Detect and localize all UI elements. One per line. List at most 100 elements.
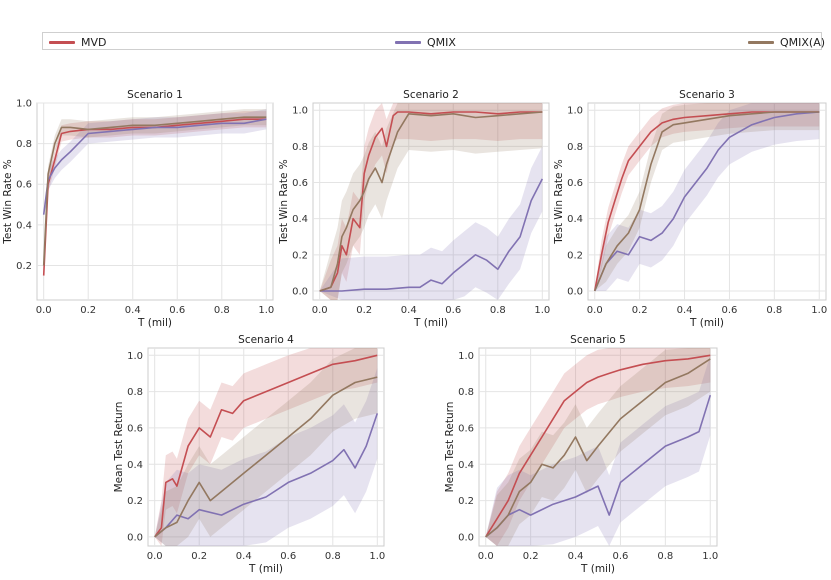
- y-tick-label: 0.0: [567, 286, 583, 297]
- x-axis-label: T (mil): [580, 563, 615, 575]
- x-tick-label: 0.0: [478, 551, 494, 562]
- x-tick-label: 0.2: [80, 305, 96, 316]
- y-tick-label: 0.6: [127, 423, 143, 434]
- panel-2: 0.0 0.2 0.4 0.6 0.8 1.0 0.0 0.2 0.4 0.6 0.8 1.0 Scen…: [278, 89, 550, 329]
- plot-area: [36, 102, 274, 301]
- y-axis-label: Mean Test Return: [113, 402, 125, 493]
- x-tick-label: 0.0: [587, 305, 603, 316]
- x-tick-label: 0.8: [325, 551, 341, 562]
- y-tick-label: 0.2: [567, 250, 583, 261]
- band-mvd: [319, 103, 543, 300]
- series-line-qmix: [485, 394, 712, 538]
- band-qmix: [154, 368, 378, 546]
- panel-4: 0.0 0.2 0.4 0.6 0.8 1.0 0.0 0.2 0.4 0.6 0.8 1.0 Scen…: [113, 334, 385, 575]
- x-axis-label: T (mil): [413, 317, 448, 329]
- x-tick-label: 1.0: [258, 305, 274, 316]
- x-tick-label: 0.2: [356, 305, 372, 316]
- band-mvd: [594, 103, 820, 291]
- x-axis-label: T (mil): [689, 317, 724, 329]
- y-tick-label: 0.6: [16, 180, 32, 191]
- series-line-qmix-a: [593, 111, 820, 292]
- legend-label-qmix: QMIX: [427, 35, 456, 49]
- x-tick-label: 0.8: [214, 305, 230, 316]
- band-qmix: [594, 103, 820, 291]
- legend-label-qmix-a: QMIX(A): [780, 35, 826, 49]
- x-tick-label: 0.6: [612, 551, 628, 562]
- y-tick-label: 0.6: [567, 178, 583, 189]
- x-axis-label: T (mil): [248, 563, 283, 575]
- band-qmix-a: [319, 103, 543, 300]
- y-axis-label: Mean Test Return: [444, 402, 456, 493]
- y-tick-label: 0.4: [16, 220, 32, 231]
- legend-line-mvd: [49, 40, 75, 44]
- panel-title: Scenario 3: [679, 89, 735, 101]
- plot-area: [312, 102, 550, 301]
- series-line-qmix-a: [319, 111, 543, 292]
- series-line-qmix: [319, 178, 544, 292]
- band-qmix-a: [154, 348, 378, 546]
- x-tick-label: 0.0: [36, 305, 52, 316]
- y-tick-label: 0.2: [292, 250, 308, 261]
- legend: MVD QMIX QMIX(A): [42, 32, 825, 50]
- x-tick-label: 1.0: [369, 551, 385, 562]
- band-qmix: [319, 146, 543, 300]
- series-line-mvd: [485, 354, 711, 538]
- band-qmix-a: [594, 103, 820, 291]
- band-qmix: [43, 109, 267, 215]
- panel-title: Scenario 2: [403, 89, 459, 101]
- legend-label-mvd: MVD: [81, 35, 107, 49]
- x-tick-label: 0.4: [125, 305, 141, 316]
- y-tick-label: 0.4: [292, 214, 308, 225]
- x-tick-label: 0.4: [568, 551, 584, 562]
- y-tick-label: 0.8: [292, 142, 308, 153]
- band-qmix: [485, 355, 711, 546]
- y-tick-label: 0.8: [567, 142, 583, 153]
- x-tick-label: 0.4: [236, 551, 252, 562]
- y-tick-label: 0.6: [292, 178, 308, 189]
- x-tick-label: 0.0: [147, 551, 163, 562]
- panel-1: 0.2 0.4 0.6 0.8 1.0 0.0 0.2 0.4 0.6 0.8 1.0 Scenari…: [2, 89, 274, 329]
- series-line-qmix: [42, 118, 267, 215]
- series-line-qmix-a: [154, 376, 378, 538]
- legend-item-qmix: QMIX: [395, 34, 456, 50]
- y-tick-label: 0.0: [127, 532, 143, 543]
- x-tick-label: 0.6: [445, 305, 461, 316]
- series-line-mvd: [319, 111, 543, 292]
- y-tick-label: 1.0: [567, 106, 583, 117]
- x-tick-label: 0.0: [312, 305, 328, 316]
- legend-item-qmix-a: QMIX(A): [748, 34, 825, 50]
- x-tick-label: 0.4: [401, 305, 417, 316]
- panel-5: 0.0 0.2 0.4 0.6 0.8 1.0 0.0 0.2 0.4 0.6 0.8 1.0 Scen…: [444, 334, 718, 575]
- x-tick-label: 0.8: [657, 551, 673, 562]
- band-mvd: [485, 348, 711, 546]
- y-tick-label: 0.2: [127, 496, 143, 507]
- y-tick-label: 1.0: [127, 351, 143, 362]
- y-tick-label: 0.0: [292, 286, 308, 297]
- y-tick-label: 0.4: [458, 460, 474, 471]
- x-tick-label: 0.2: [191, 551, 207, 562]
- y-tick-label: 0.2: [458, 496, 474, 507]
- x-tick-label: 0.6: [169, 305, 185, 316]
- x-tick-label: 0.8: [490, 305, 506, 316]
- series-line-mvd: [593, 111, 820, 292]
- x-axis-label: T (mil): [137, 317, 172, 329]
- x-tick-label: 0.6: [280, 551, 296, 562]
- legend-item-mvd: MVD: [49, 34, 107, 50]
- y-axis-label: Test Win Rate %: [553, 159, 565, 244]
- panel-3: 0.0 0.2 0.4 0.6 0.8 1.0 0.0 0.2 0.4 0.6 0.8 1.0 Scen…: [553, 89, 827, 329]
- series-line-qmix: [593, 111, 820, 292]
- y-tick-label: 0.8: [458, 387, 474, 398]
- series-line-qmix-a: [485, 358, 711, 538]
- y-tick-label: 1.0: [292, 106, 308, 117]
- y-tick-label: 0.4: [127, 460, 143, 471]
- series-line-mvd: [154, 354, 378, 538]
- x-tick-label: 1.0: [811, 305, 827, 316]
- series-line-qmix-a: [42, 116, 267, 266]
- x-tick-label: 0.8: [766, 305, 782, 316]
- x-tick-label: 1.0: [702, 551, 718, 562]
- y-tick-label: 1.0: [458, 351, 474, 362]
- y-tick-label: 0.8: [16, 139, 32, 150]
- y-tick-label: 0.8: [127, 387, 143, 398]
- y-tick-label: 0.2: [16, 261, 32, 272]
